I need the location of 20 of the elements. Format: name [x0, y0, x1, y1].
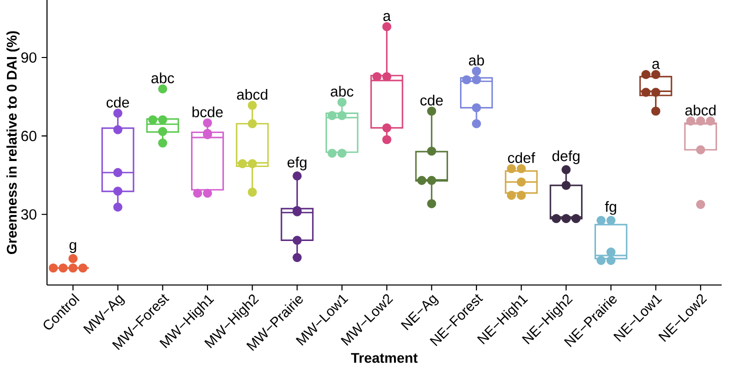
annotation: abcd [685, 104, 716, 116]
annotation: cde [420, 94, 443, 106]
annotation: abc [151, 72, 174, 84]
y-axis-title: Greenness in relative to 0 DAI (%) [6, 31, 20, 254]
annotation: abc [330, 86, 354, 97]
y-tick-label: 90 [21, 52, 36, 63]
annotation: defg [552, 150, 580, 164]
annotation: a [652, 60, 660, 69]
annotation: fg [605, 201, 616, 215]
annotation: a [383, 13, 391, 22]
annotation: bcde [192, 106, 223, 118]
annotation: ab [468, 54, 484, 66]
annotation: efg [288, 156, 306, 170]
annotation: cde [106, 96, 129, 108]
annotation: abcd [237, 89, 268, 100]
x-axis-title: Treatment [351, 353, 418, 363]
y-tick-label: 60 [21, 130, 36, 142]
y-tick-label: 30 [21, 209, 36, 220]
annotation: g [70, 242, 76, 253]
annotation: cdef [508, 152, 536, 164]
